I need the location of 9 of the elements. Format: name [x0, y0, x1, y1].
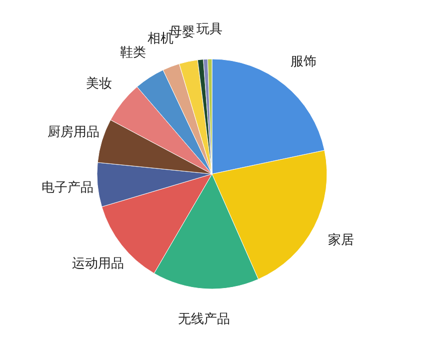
slice-label: 服饰: [290, 54, 316, 70]
slice-label: 电子产品: [42, 180, 94, 196]
slice-label: 玩具: [196, 22, 222, 38]
slice-label: 家居: [328, 232, 354, 248]
slice-label: 无线产品: [178, 312, 230, 327]
slice-label: 美妆: [86, 75, 112, 92]
slice-label: 厨房用品: [47, 124, 100, 140]
slice-label: 运动用品: [72, 256, 124, 272]
slice-label: 鞋类: [120, 45, 146, 60]
